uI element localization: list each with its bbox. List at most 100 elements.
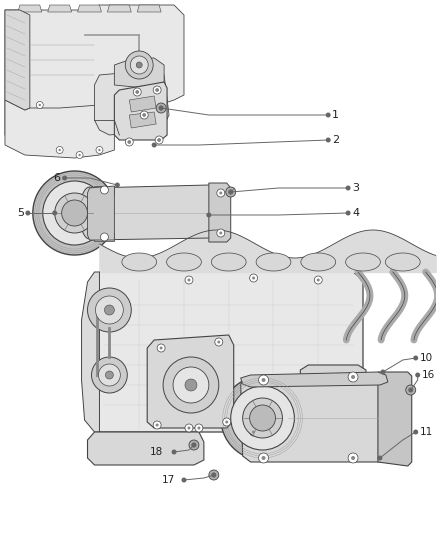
Circle shape <box>62 175 67 181</box>
Circle shape <box>258 375 268 385</box>
Polygon shape <box>78 5 102 12</box>
Circle shape <box>153 421 161 429</box>
Circle shape <box>136 91 139 93</box>
Circle shape <box>261 456 265 460</box>
Polygon shape <box>78 185 221 240</box>
Text: 17: 17 <box>162 475 175 485</box>
Polygon shape <box>378 372 412 466</box>
Circle shape <box>152 142 157 148</box>
Circle shape <box>217 341 220 343</box>
Circle shape <box>217 189 225 197</box>
Circle shape <box>250 428 258 436</box>
Circle shape <box>187 426 191 430</box>
Circle shape <box>140 111 148 119</box>
Circle shape <box>229 190 233 194</box>
Circle shape <box>346 185 350 190</box>
Circle shape <box>133 88 141 96</box>
Circle shape <box>209 470 219 480</box>
Circle shape <box>187 279 191 281</box>
Circle shape <box>381 369 385 375</box>
Circle shape <box>62 200 88 226</box>
Circle shape <box>163 357 219 413</box>
Polygon shape <box>5 100 114 158</box>
Circle shape <box>252 277 255 279</box>
Circle shape <box>78 154 81 156</box>
Ellipse shape <box>256 253 291 271</box>
Circle shape <box>143 114 146 117</box>
Circle shape <box>348 372 358 382</box>
Circle shape <box>326 112 331 117</box>
Circle shape <box>252 431 255 433</box>
Circle shape <box>155 88 159 92</box>
Circle shape <box>191 442 196 448</box>
Polygon shape <box>129 112 156 128</box>
Polygon shape <box>114 82 167 140</box>
Circle shape <box>52 211 57 215</box>
Circle shape <box>88 288 131 332</box>
Ellipse shape <box>301 253 336 271</box>
Polygon shape <box>88 432 204 465</box>
Circle shape <box>100 233 108 241</box>
Text: 2: 2 <box>332 135 339 145</box>
Ellipse shape <box>385 253 420 271</box>
Text: 10: 10 <box>420 353 433 363</box>
Circle shape <box>408 387 413 392</box>
Circle shape <box>125 138 133 146</box>
Circle shape <box>99 364 120 386</box>
Circle shape <box>198 426 201 430</box>
Circle shape <box>258 453 268 463</box>
Circle shape <box>185 276 193 284</box>
Circle shape <box>413 356 418 360</box>
Circle shape <box>157 344 165 352</box>
Circle shape <box>173 367 209 403</box>
Circle shape <box>226 187 236 197</box>
Polygon shape <box>209 183 231 242</box>
Text: 4: 4 <box>352 208 359 218</box>
Circle shape <box>189 440 199 450</box>
Circle shape <box>125 51 153 79</box>
Circle shape <box>181 478 187 482</box>
Circle shape <box>217 229 225 237</box>
Circle shape <box>250 274 258 282</box>
Circle shape <box>106 371 113 379</box>
Polygon shape <box>88 186 114 240</box>
Circle shape <box>39 104 41 106</box>
Circle shape <box>59 149 61 151</box>
Circle shape <box>413 430 418 434</box>
Circle shape <box>221 376 304 460</box>
Polygon shape <box>48 5 71 12</box>
Polygon shape <box>107 5 131 12</box>
Circle shape <box>136 62 142 68</box>
Circle shape <box>25 211 30 215</box>
Circle shape <box>156 103 166 113</box>
Circle shape <box>43 181 106 245</box>
Polygon shape <box>95 233 114 241</box>
Polygon shape <box>5 5 184 140</box>
Polygon shape <box>129 96 156 112</box>
Circle shape <box>159 346 162 350</box>
Circle shape <box>185 379 197 391</box>
Circle shape <box>254 410 271 426</box>
Circle shape <box>155 136 163 144</box>
Circle shape <box>172 449 177 455</box>
Circle shape <box>351 375 355 379</box>
Text: 1: 1 <box>332 110 339 120</box>
Circle shape <box>212 472 216 478</box>
Circle shape <box>231 386 294 450</box>
Polygon shape <box>240 372 388 387</box>
Circle shape <box>115 182 120 188</box>
Polygon shape <box>5 10 30 110</box>
Circle shape <box>326 138 331 142</box>
Circle shape <box>92 357 127 393</box>
Circle shape <box>406 385 416 395</box>
Circle shape <box>100 186 108 194</box>
Circle shape <box>250 405 276 431</box>
Circle shape <box>98 149 101 151</box>
Circle shape <box>33 171 117 255</box>
Circle shape <box>219 191 222 195</box>
Ellipse shape <box>122 253 157 271</box>
Circle shape <box>185 424 193 432</box>
Circle shape <box>36 101 43 109</box>
Polygon shape <box>81 272 99 432</box>
Ellipse shape <box>346 253 381 271</box>
